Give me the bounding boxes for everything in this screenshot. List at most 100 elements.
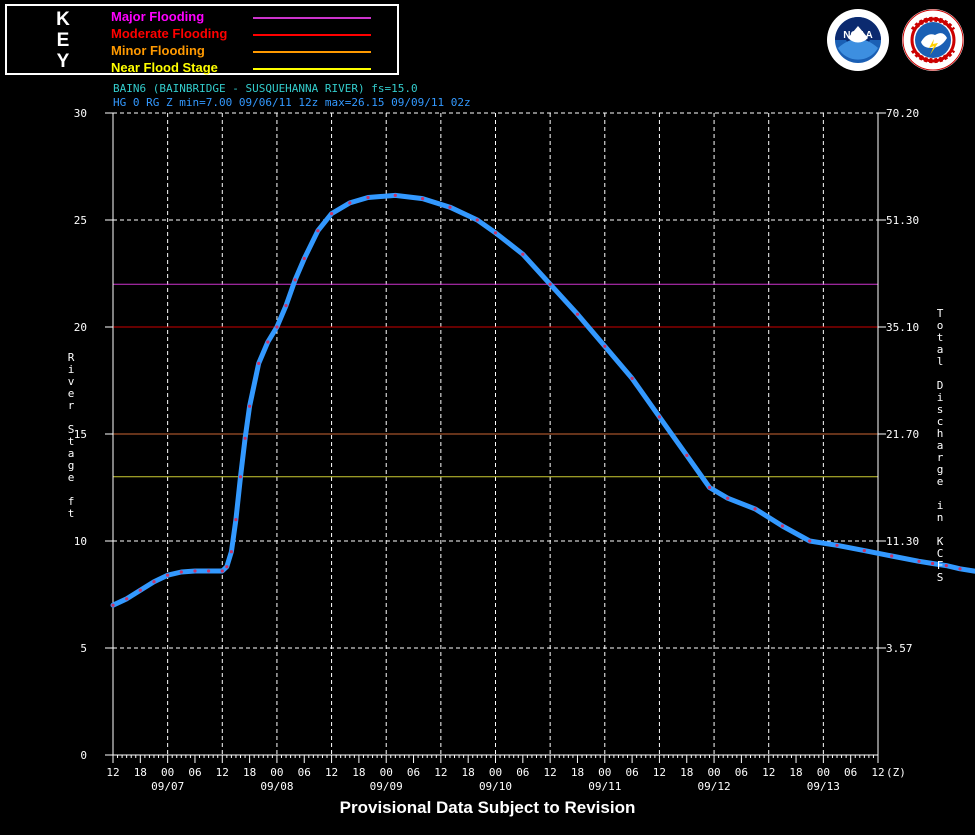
stage-point	[917, 559, 921, 563]
noaa-logo-icon: NOAA	[826, 8, 890, 72]
legend-key: K E Y Major Flooding Moderate Flooding M…	[5, 4, 399, 75]
x-tick-label: 12	[544, 766, 557, 779]
key-letter: Y	[56, 51, 70, 72]
stage-point	[207, 569, 211, 573]
x-tick-label: 18	[243, 766, 256, 779]
x-tick-label: 06	[298, 766, 311, 779]
x-date-label: 09/10	[479, 780, 512, 793]
noaa-logo-text: NOAA	[843, 30, 872, 41]
stage-point	[138, 588, 142, 592]
stage-point	[657, 415, 662, 419]
stage-point	[284, 304, 288, 308]
chart-title-line1: BAIN6 (BAINBRIDGE - SUSQUEHANNA RIVER) f…	[113, 82, 418, 95]
stage-point	[266, 340, 270, 344]
stage-line	[110, 192, 975, 608]
stage-point	[393, 193, 397, 197]
y-tick-label: 15	[74, 428, 87, 441]
x-tick-label: 12	[325, 766, 338, 779]
x-tick-label: 18	[571, 766, 584, 779]
stage-point	[111, 603, 115, 607]
stage-point	[243, 436, 247, 440]
key-label-minor: Minor Flooding	[111, 43, 205, 58]
stage-point	[193, 569, 197, 573]
y2-tick-label: 3.57	[886, 642, 913, 655]
key-letter: K	[56, 9, 70, 30]
stage-point	[726, 496, 730, 500]
stage-point	[685, 453, 689, 457]
key-label-moderate: Moderate Flooding	[111, 26, 228, 41]
x-tick-label: 06	[407, 766, 420, 779]
key-item-major: Major Flooding	[111, 9, 391, 26]
key-swatch-major	[253, 17, 371, 19]
key-swatch-minor	[253, 51, 371, 53]
stage-point	[862, 549, 866, 553]
stage-point	[890, 554, 894, 558]
chart-title-line2: HG 0 RG Z min=7.00 09/06/11 12z max=26.1…	[113, 96, 471, 109]
stage-point	[275, 325, 279, 329]
x-date-label: 09/12	[698, 780, 731, 793]
y-tick-label: 25	[74, 214, 87, 227]
x-tick-label: 06	[735, 766, 748, 779]
stage-point	[293, 278, 297, 282]
x-tick-label: 12	[762, 766, 775, 779]
y2-tick-label: 70.20	[886, 107, 919, 120]
stage-point	[257, 361, 261, 365]
x-tick-label: 06	[516, 766, 529, 779]
stage-point	[234, 518, 238, 522]
stage-point	[330, 212, 334, 216]
stage-point	[302, 256, 306, 261]
stage-point	[152, 580, 156, 584]
x-tick-label: 12	[871, 766, 884, 779]
key-letters: K E Y	[7, 6, 102, 73]
stage-point	[603, 344, 607, 348]
nws-logo-icon	[901, 8, 965, 72]
stage-point	[707, 485, 712, 490]
key-item-moderate: Moderate Flooding	[111, 26, 391, 43]
stage-point	[220, 569, 224, 573]
y-tick-label: 20	[74, 321, 87, 334]
stage-point	[238, 475, 243, 479]
x-unit-label: (Z)	[886, 766, 906, 779]
stage-point	[521, 252, 525, 256]
stage-point	[166, 573, 170, 577]
stage-point	[179, 570, 183, 574]
stage-point	[316, 229, 320, 233]
stage-point	[944, 564, 948, 568]
x-tick-label: 12	[434, 766, 447, 779]
y2-tick-label: 21.70	[886, 428, 919, 441]
stage-point	[421, 197, 425, 201]
key-swatch-moderate	[253, 34, 371, 36]
x-tick-label: 18	[789, 766, 802, 779]
stage-point	[225, 565, 229, 569]
stage-point	[475, 218, 479, 222]
stage-point	[548, 282, 552, 286]
x-date-label: 09/08	[260, 780, 293, 793]
x-tick-label: 00	[707, 766, 720, 779]
stage-point	[931, 561, 935, 566]
x-tick-label: 00	[380, 766, 393, 779]
key-item-near: Near Flood Stage	[111, 60, 391, 77]
x-tick-label: 00	[489, 766, 502, 779]
x-tick-label: 18	[134, 766, 147, 779]
x-tick-label: 12	[653, 766, 666, 779]
stage-point	[493, 231, 498, 235]
key-letter: E	[56, 30, 70, 51]
y-tick-label: 10	[74, 535, 87, 548]
x-tick-label: 06	[844, 766, 857, 779]
x-date-label: 09/09	[370, 780, 403, 793]
key-swatch-near	[253, 68, 371, 70]
key-item-minor: Minor Flooding	[111, 43, 391, 60]
x-tick-label: 00	[598, 766, 611, 779]
x-tick-label: 18	[680, 766, 693, 779]
x-date-label: 09/07	[151, 780, 184, 793]
x-tick-label: 00	[161, 766, 174, 779]
stage-point	[575, 312, 580, 316]
stage-point	[958, 567, 962, 571]
stage-point	[248, 404, 252, 408]
stage-point	[366, 195, 370, 200]
x-tick-label: 00	[817, 766, 830, 779]
stage-point	[348, 201, 352, 205]
provisional-note: Provisional Data Subject to Revision	[339, 798, 636, 817]
